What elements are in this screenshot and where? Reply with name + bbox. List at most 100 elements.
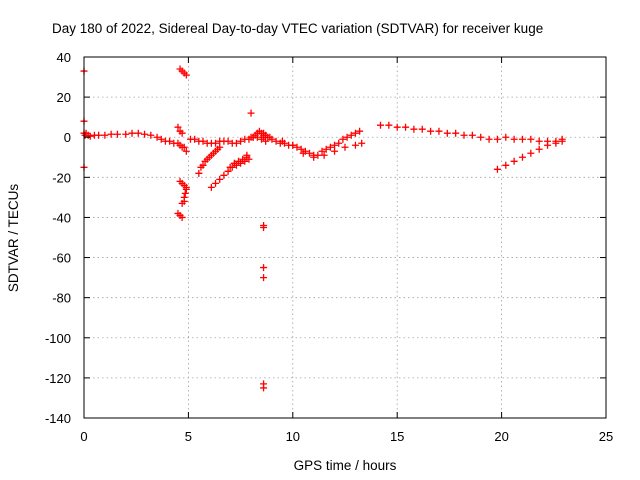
data-point xyxy=(241,157,249,165)
plot-frame xyxy=(83,56,607,419)
data-point xyxy=(260,223,268,231)
data-point xyxy=(174,123,182,131)
data-point xyxy=(502,133,510,141)
data-point xyxy=(322,145,330,153)
data-point xyxy=(178,129,186,137)
data-point xyxy=(232,139,240,147)
data-point xyxy=(356,127,364,135)
data-point xyxy=(247,109,255,117)
data-point xyxy=(318,147,326,155)
data-point xyxy=(134,129,142,137)
x-tick-label: 20 xyxy=(494,429,508,444)
data-point xyxy=(339,135,347,143)
data-point xyxy=(402,123,410,131)
x-tick-label: 0 xyxy=(80,429,87,444)
data-point xyxy=(297,145,305,153)
x-tick-label: 10 xyxy=(286,429,300,444)
data-point xyxy=(518,153,526,161)
data-point xyxy=(535,137,543,145)
data-point xyxy=(493,135,501,143)
data-point xyxy=(237,159,245,167)
data-point xyxy=(435,127,443,135)
x-tick-labels: 0 5 10 15 20 25 xyxy=(80,429,613,444)
data-point xyxy=(410,125,418,133)
y-tick-label: -40 xyxy=(52,210,71,225)
data-point xyxy=(418,125,426,133)
data-point xyxy=(128,129,136,137)
data-point xyxy=(278,137,286,145)
data-point xyxy=(107,130,115,138)
y-tick-label: -100 xyxy=(45,331,71,346)
data-point xyxy=(157,135,165,143)
data-point xyxy=(232,161,240,169)
y-tick-label: -140 xyxy=(45,411,71,426)
data-point xyxy=(212,179,220,187)
data-point xyxy=(347,131,355,139)
data-point xyxy=(351,141,359,149)
y-axis-label: SDTVAR / TECUs xyxy=(6,184,21,293)
data-point xyxy=(343,133,351,141)
data-point xyxy=(510,157,518,165)
data-point xyxy=(544,141,552,149)
data-point xyxy=(260,274,268,282)
data-point xyxy=(182,71,190,79)
data-point xyxy=(220,171,228,179)
data-point xyxy=(113,130,121,138)
data-point xyxy=(166,137,174,145)
data-point xyxy=(207,183,215,191)
data-point xyxy=(351,129,359,137)
data-point xyxy=(289,141,297,149)
data-point xyxy=(228,163,236,171)
data-point xyxy=(527,135,535,143)
data-point xyxy=(181,189,189,197)
data-point xyxy=(452,129,460,137)
x-tick-label: 15 xyxy=(390,429,404,444)
data-point xyxy=(385,121,393,129)
data-point xyxy=(443,129,451,137)
data-point xyxy=(502,161,510,169)
data-point xyxy=(331,141,339,149)
data-point xyxy=(216,175,224,183)
y-tick-labels: -140 -120 -100 -80 -60 -40 -20 0 20 40 xyxy=(45,50,71,426)
y-tick-label: -20 xyxy=(52,170,71,185)
data-point xyxy=(460,131,468,139)
y-tick-label: -80 xyxy=(52,291,71,306)
grid-lines xyxy=(84,57,606,418)
data-point xyxy=(260,264,268,272)
chart-title: Day 180 of 2022, Sidereal Day-to-day VTE… xyxy=(52,21,543,36)
data-point xyxy=(86,132,94,140)
data-point xyxy=(199,161,207,169)
data-point xyxy=(191,135,199,143)
data-point xyxy=(262,137,270,145)
data-point xyxy=(182,185,190,193)
data-point xyxy=(493,165,501,173)
data-point xyxy=(147,131,155,139)
data-point xyxy=(485,135,493,143)
data-point xyxy=(535,145,543,153)
data-point xyxy=(299,149,307,157)
data-point xyxy=(216,143,224,151)
data-points xyxy=(80,65,566,392)
data-point xyxy=(306,149,314,157)
data-point xyxy=(468,131,476,139)
data-point xyxy=(212,139,220,147)
data-point xyxy=(141,130,149,138)
data-point xyxy=(237,137,245,145)
data-point xyxy=(199,137,207,145)
data-point xyxy=(101,131,109,139)
data-point xyxy=(195,169,203,177)
data-point xyxy=(393,123,401,131)
data-point xyxy=(153,133,161,141)
axis-ticks xyxy=(83,56,607,419)
data-point xyxy=(224,137,232,145)
data-point xyxy=(178,213,186,221)
data-point xyxy=(245,155,253,163)
data-point xyxy=(326,143,334,151)
data-point xyxy=(518,135,526,143)
data-point xyxy=(268,135,276,143)
data-point xyxy=(180,143,188,151)
data-point xyxy=(552,139,560,147)
data-point xyxy=(527,149,535,157)
y-tick-label: -60 xyxy=(52,251,71,266)
